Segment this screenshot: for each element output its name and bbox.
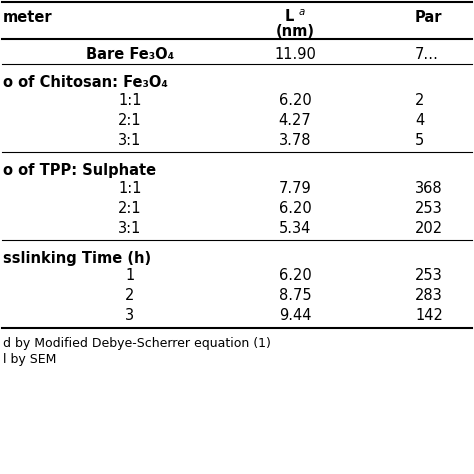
Text: d by Modified Debye-Scherrer equation (1): d by Modified Debye-Scherrer equation (1… xyxy=(3,337,271,349)
Text: meter: meter xyxy=(3,9,53,25)
Text: 2:1: 2:1 xyxy=(118,201,142,216)
Text: 4: 4 xyxy=(415,112,424,128)
Text: 7…: 7… xyxy=(415,46,439,62)
Text: L $^a$: L $^a$ xyxy=(284,9,306,25)
Text: 202: 202 xyxy=(415,220,443,236)
Text: 2: 2 xyxy=(125,289,135,303)
Text: 5.34: 5.34 xyxy=(279,220,311,236)
Text: 283: 283 xyxy=(415,289,443,303)
Text: sslinking Time (h): sslinking Time (h) xyxy=(3,250,151,265)
Text: 6.20: 6.20 xyxy=(279,268,311,283)
Text: 8.75: 8.75 xyxy=(279,289,311,303)
Text: 3: 3 xyxy=(126,309,135,323)
Text: 253: 253 xyxy=(415,268,443,283)
Text: 5: 5 xyxy=(415,133,424,147)
Text: 3:1: 3:1 xyxy=(118,220,142,236)
Text: 368: 368 xyxy=(415,181,443,195)
Text: 9.44: 9.44 xyxy=(279,309,311,323)
Text: 6.20: 6.20 xyxy=(279,201,311,216)
Text: 7.79: 7.79 xyxy=(279,181,311,195)
Text: o of TPP: Sulphate: o of TPP: Sulphate xyxy=(3,163,156,177)
Text: 2: 2 xyxy=(415,92,424,108)
Text: 142: 142 xyxy=(415,309,443,323)
Text: l by SEM: l by SEM xyxy=(3,353,56,365)
Text: 3.78: 3.78 xyxy=(279,133,311,147)
Text: 1: 1 xyxy=(126,268,135,283)
Text: 6.20: 6.20 xyxy=(279,92,311,108)
Text: 4.27: 4.27 xyxy=(279,112,311,128)
Text: 253: 253 xyxy=(415,201,443,216)
Text: o of Chitosan: Fe₃O₄: o of Chitosan: Fe₃O₄ xyxy=(3,74,168,90)
Text: Par: Par xyxy=(415,9,443,25)
Text: 2:1: 2:1 xyxy=(118,112,142,128)
Text: 11.90: 11.90 xyxy=(274,46,316,62)
Text: 1:1: 1:1 xyxy=(118,92,142,108)
Text: 1:1: 1:1 xyxy=(118,181,142,195)
Text: (nm): (nm) xyxy=(275,24,315,38)
Text: 3:1: 3:1 xyxy=(118,133,142,147)
Text: Bare Fe₃O₄: Bare Fe₃O₄ xyxy=(86,46,174,62)
